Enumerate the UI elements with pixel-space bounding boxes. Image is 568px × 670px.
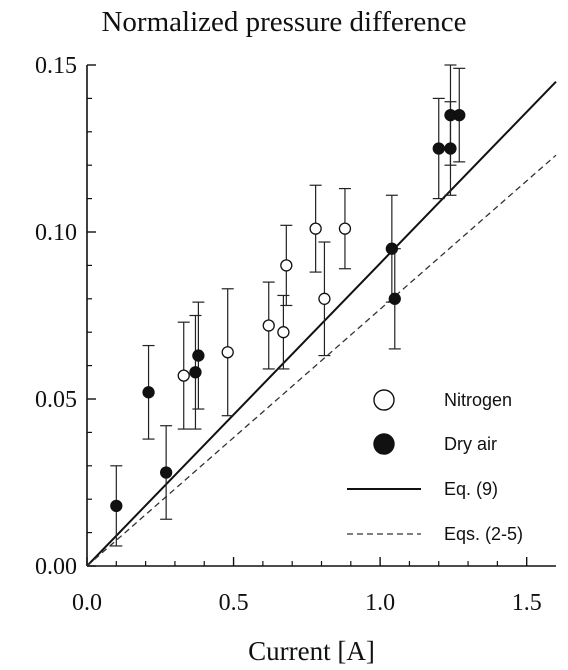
dry-air-point [453, 108, 466, 122]
axes: 0.0 0.5 1.0 1.5 0.00 0.05 0.10 0.15 Current [A] [35, 53, 556, 666]
nitrogen-point [338, 222, 352, 235]
legend-dry-air-marker [373, 433, 395, 455]
dry-air-point [385, 242, 399, 255]
dry-air-point [388, 292, 401, 305]
y-tick-label: 0.00 [35, 554, 77, 580]
nitrogen-point [262, 319, 275, 332]
nitrogen-point [177, 369, 190, 382]
x-tick-label: 0.0 [72, 590, 102, 616]
eq-9-line [86, 81, 557, 567]
nitrogen-point [280, 259, 293, 272]
x-tick-label: 1.0 [365, 590, 395, 616]
y-tick-label: 0.05 [35, 387, 77, 413]
legend-label: Eq. (9) [444, 479, 498, 499]
dry-air-point [142, 386, 155, 399]
dry-air-point [110, 499, 123, 513]
y-tick-label: 0.10 [35, 220, 77, 246]
legend: Nitrogen Dry air Eq. (9) Eqs. (2-5) [347, 389, 523, 544]
chart-title: Normalized pressure difference [101, 6, 467, 38]
legend-label: Eqs. (2-5) [444, 524, 523, 544]
eqs-2-5-line [86, 154, 557, 567]
legend-label: Nitrogen [444, 390, 512, 410]
x-axis-label: Current [A] [248, 636, 375, 666]
nitrogen-point [277, 326, 290, 339]
x-tick-label: 1.5 [512, 590, 542, 616]
legend-label: Dry air [444, 434, 497, 454]
dry-air-point [192, 349, 205, 362]
legend-nitrogen-marker [373, 389, 395, 411]
data-points [110, 108, 466, 513]
dry-air-point [432, 142, 445, 155]
dry-air-point [189, 366, 202, 379]
x-tick-label: 0.5 [219, 590, 249, 616]
y-tick-label: 0.15 [35, 53, 77, 79]
dry-air-point [444, 142, 457, 155]
nitrogen-point [318, 292, 331, 305]
dry-air-point [159, 466, 173, 479]
nitrogen-point [221, 346, 234, 359]
nitrogen-point [309, 222, 322, 235]
model-lines [86, 81, 557, 567]
